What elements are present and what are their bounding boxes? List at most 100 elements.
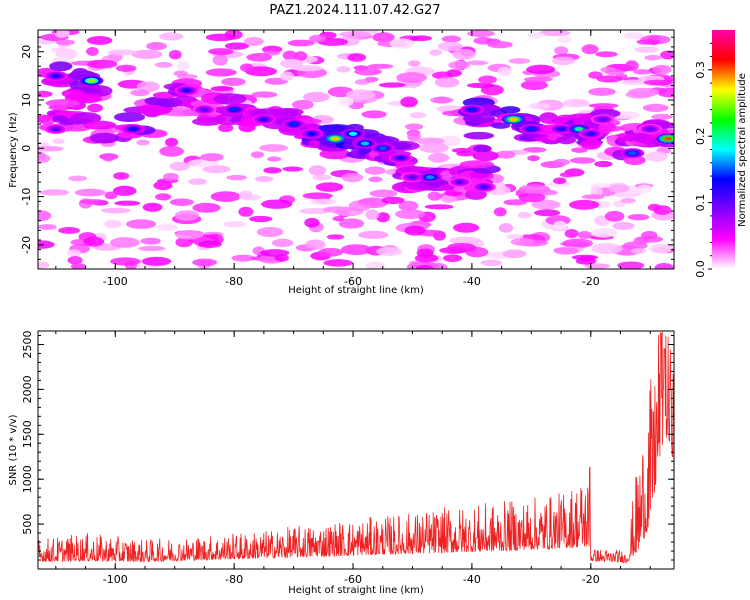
spectrogram-cell bbox=[579, 255, 595, 262]
spectrogram-cell bbox=[500, 106, 521, 114]
spectrogram-cell bbox=[358, 230, 389, 239]
spectrogram-cell bbox=[604, 210, 625, 222]
spectrogram-cell bbox=[634, 46, 659, 53]
spectrogram-cell bbox=[304, 217, 320, 228]
snr-ytick-label: 500 bbox=[21, 514, 34, 535]
snr-ytick-label: 1500 bbox=[21, 420, 34, 448]
spectrogram-cell bbox=[89, 132, 119, 144]
spectrogram-cell bbox=[551, 56, 575, 66]
spectrogram-cell bbox=[163, 172, 179, 181]
spectrogram-ytick-label: -10 bbox=[20, 188, 33, 206]
spectrogram-cell bbox=[608, 184, 630, 193]
spectrogram-cell bbox=[38, 240, 55, 249]
spectrogram-ytick-label: 0 bbox=[20, 145, 33, 152]
spectrogram-cell bbox=[645, 151, 668, 162]
spectrogram-cell bbox=[552, 158, 570, 166]
spectrogram-cell bbox=[459, 160, 495, 169]
spectrogram-cell bbox=[126, 219, 157, 229]
spectrogram-cell bbox=[142, 202, 163, 212]
spectrogram-cell bbox=[104, 191, 118, 200]
spectrogram-cell bbox=[304, 123, 322, 130]
spectrogram-cell bbox=[627, 213, 650, 221]
spectrogram-cell bbox=[101, 207, 131, 214]
spectrogram-cell bbox=[87, 59, 118, 69]
spectrogram-cell bbox=[346, 89, 376, 101]
colorbar-tick-label: 0.3 bbox=[694, 61, 707, 79]
spectrogram-cell bbox=[282, 50, 298, 61]
spectrogram-cell bbox=[493, 207, 507, 217]
spectrogram-cell bbox=[308, 165, 327, 176]
spectrogram-peak bbox=[51, 126, 61, 131]
spectrogram-peak bbox=[307, 131, 316, 136]
spectrogram-cell bbox=[83, 120, 117, 130]
spectrogram-cell bbox=[212, 54, 228, 66]
spectrogram-cell bbox=[427, 191, 442, 201]
spectrogram-cell bbox=[113, 112, 146, 123]
colorbar-ticks: 0.0 0.1 0.2 0.3 bbox=[694, 42, 712, 278]
spectrogram-cell bbox=[54, 30, 70, 38]
snr-frame bbox=[37, 330, 675, 570]
spectrogram-cell bbox=[396, 72, 428, 84]
spectrogram-peak bbox=[556, 126, 566, 131]
spectrogram-cell bbox=[651, 113, 673, 120]
spectrogram-cell bbox=[218, 123, 234, 133]
spectrogram-cell bbox=[319, 148, 351, 160]
spectrogram-cell bbox=[598, 122, 616, 133]
spectrogram-cell bbox=[200, 153, 224, 162]
spectrogram-cell bbox=[553, 247, 579, 255]
spectrogram-cell bbox=[581, 44, 599, 55]
spectrogram-cell bbox=[526, 64, 556, 75]
spectrogram-cell bbox=[462, 113, 496, 124]
spectrogram-ytick-label: 20 bbox=[20, 45, 33, 59]
spectrogram-peak bbox=[378, 146, 387, 151]
spectrogram-cell bbox=[617, 261, 645, 269]
spectrogram-peak bbox=[479, 184, 488, 189]
spectrogram-peak bbox=[51, 73, 61, 78]
spectrogram-peak bbox=[200, 107, 209, 112]
spectrogram-cell bbox=[437, 41, 463, 52]
spectrogram-cell bbox=[110, 237, 140, 248]
spectrogram-cell bbox=[326, 234, 345, 240]
spectrogram-cell bbox=[267, 156, 282, 162]
spectrogram-cell bbox=[146, 42, 167, 51]
spectrogram-cell bbox=[303, 91, 330, 103]
spectrogram-peak bbox=[628, 151, 637, 156]
spectrogram-cell bbox=[49, 61, 73, 72]
spectrogram-cell bbox=[282, 108, 299, 118]
spectrogram-cell bbox=[254, 176, 274, 182]
spectrogram-cell bbox=[568, 199, 600, 210]
spectrogram-cell bbox=[416, 265, 434, 269]
spectrogram-cell bbox=[280, 58, 304, 69]
spectrogram-cell bbox=[365, 209, 380, 220]
spectrogram-cell bbox=[556, 136, 577, 145]
snr-xtick-label: -60 bbox=[344, 573, 362, 586]
spectrogram-cell bbox=[339, 97, 354, 107]
snr-line bbox=[38, 331, 674, 564]
spectrogram-cell bbox=[263, 167, 282, 174]
spectrogram-cell bbox=[339, 31, 371, 38]
spectrogram-cell bbox=[188, 178, 207, 185]
spectrogram-cell bbox=[518, 184, 551, 194]
spectrogram-cell bbox=[332, 216, 345, 222]
spectrogram-cell bbox=[312, 174, 332, 181]
spectrogram-cell bbox=[154, 61, 173, 68]
spectrogram-cell bbox=[523, 146, 547, 153]
spectrogram-cell bbox=[554, 46, 569, 55]
spectrogram-cell bbox=[309, 198, 337, 205]
spectrogram-cell bbox=[221, 77, 246, 86]
spectrogram-cell bbox=[624, 32, 645, 40]
spectrogram-cell bbox=[361, 110, 387, 119]
spectrogram-cell bbox=[528, 102, 551, 110]
spectrogram-cell bbox=[571, 147, 588, 153]
spectrogram-cell bbox=[367, 63, 394, 69]
spectrogram-cell bbox=[202, 165, 231, 174]
spectrogram-xtick-label: -60 bbox=[344, 275, 362, 288]
spectrogram-cell bbox=[74, 188, 106, 197]
spectrogram-cell bbox=[430, 262, 448, 269]
spectrogram-cell bbox=[274, 254, 289, 262]
spectrogram-cell bbox=[503, 199, 528, 206]
spectrogram-cell bbox=[429, 49, 443, 56]
colorbar-tick-label: 0.0 bbox=[694, 260, 707, 278]
